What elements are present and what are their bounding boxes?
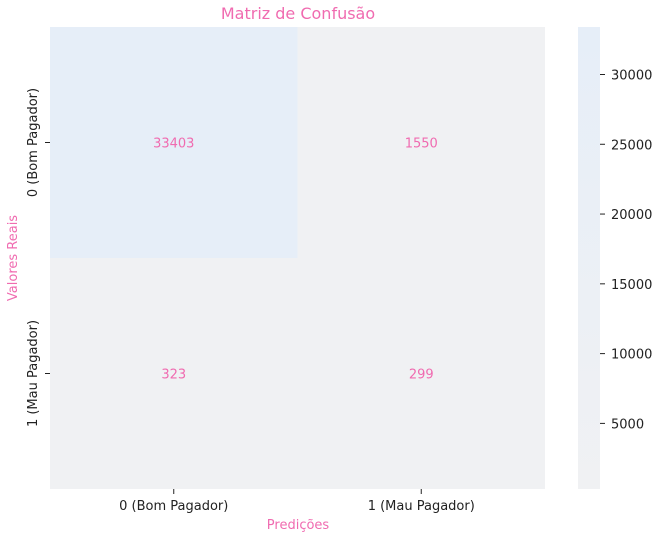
heatmap-cell	[297, 27, 545, 258]
heatmap-cell	[50, 27, 298, 258]
colorbar-gradient	[578, 27, 600, 489]
heatmap-cell	[297, 258, 545, 489]
colorbar-tick-label: 10000	[611, 348, 652, 363]
cell-value-label: 323	[161, 368, 186, 383]
colorbar-tick-label: 20000	[611, 208, 652, 223]
cell-value-label: 299	[409, 368, 434, 383]
heatmap-cell	[50, 258, 298, 489]
x-axis-label: Predições	[267, 518, 330, 533]
colorbar-tick-label: 5000	[611, 417, 644, 432]
x-tick-label: 0 (Bom Pagador)	[119, 499, 228, 514]
y-axis: 0 (Bom Pagador) 1 (Mau Pagador)	[26, 88, 50, 427]
heatmap-cells: 33403 1550 323 299	[50, 27, 545, 489]
cell-value-label: 1550	[405, 137, 438, 152]
y-tick-label: 1 (Mau Pagador)	[26, 320, 41, 427]
colorbar-tick-label: 30000	[611, 68, 652, 83]
colorbar-tick-label: 15000	[611, 278, 652, 293]
x-axis: 0 (Bom Pagador) 1 (Mau Pagador)	[119, 489, 475, 514]
chart-title: Matriz de Confusão	[221, 4, 375, 23]
y-tick-label: 0 (Bom Pagador)	[26, 88, 41, 197]
y-axis-label: Valores Reais	[6, 215, 21, 301]
cell-value-label: 33403	[153, 137, 194, 152]
colorbar-tick-label: 25000	[611, 138, 652, 153]
x-tick-label: 1 (Mau Pagador)	[368, 499, 475, 514]
colorbar: 5000 10000 15000 20000 25000 30000	[578, 27, 652, 489]
